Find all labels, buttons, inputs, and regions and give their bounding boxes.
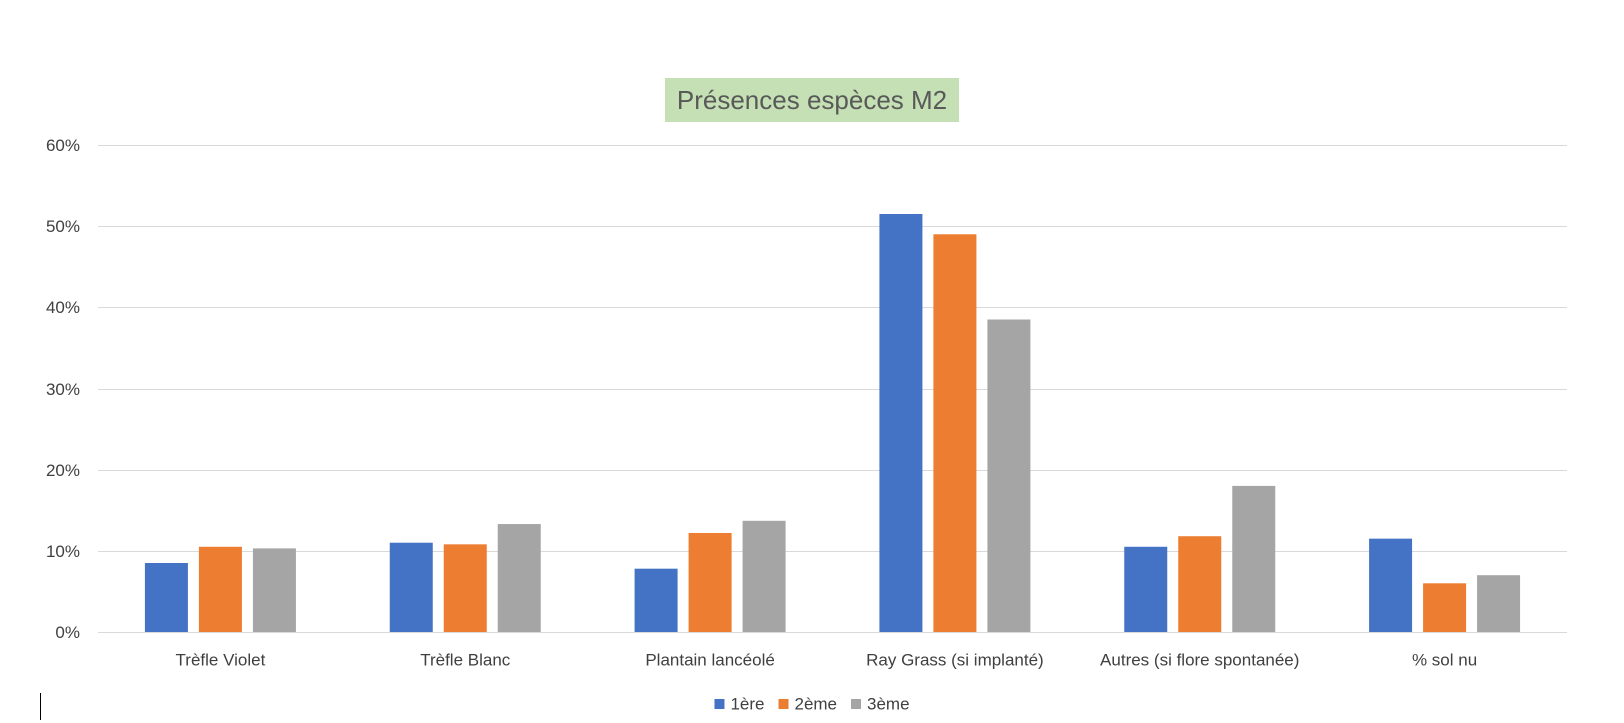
x-category-label: % sol nu [1412,651,1477,670]
y-tick-label: 30% [46,380,80,399]
bar-1 [1124,546,1168,632]
legend-swatch [851,699,862,709]
bar-2 [1178,536,1222,632]
y-tick-label: 20% [46,461,80,480]
legend-item-1: 1ère [714,695,764,714]
x-category-label: Ray Grass (si implanté) [866,651,1044,670]
bar-1 [634,568,678,632]
bar-2 [443,544,487,632]
x-category-label: Autres (si flore spontanée) [1100,651,1299,670]
x-category-label: Plantain lancéolé [645,651,774,670]
bar-3 [1232,485,1276,632]
chart-title-text: Présences espèces M2 [677,85,947,115]
bar-2 [688,532,732,632]
x-category-label: Trèfle Blanc [420,651,511,670]
legend-item-2: 2ème [778,695,837,714]
legend-swatch [778,699,789,709]
y-axis-tick-labels: 0% 10% 20% 30% 40% 50% 60% [46,136,80,642]
bar-2 [933,234,977,633]
bars [144,213,1521,633]
bar-2 [198,546,242,632]
x-category-label: Trèfle Violet [176,651,266,670]
gridlines [98,145,1567,633]
bar-3 [987,319,1031,632]
bar-2 [1423,583,1467,632]
bar-1 [389,542,433,632]
y-tick-label: 60% [46,136,80,155]
y-tick-label: 50% [46,217,80,236]
y-tick-label: 0% [55,623,80,642]
legend-label: 3ème [867,695,910,714]
legend: 1ère 2ème 3ème [714,695,910,714]
bar-1 [879,213,923,632]
legend-swatch [714,699,725,709]
bar-3 [1477,575,1521,632]
y-tick-label: 10% [46,542,80,561]
bar-1 [1369,538,1413,632]
bar-3 [252,548,296,632]
x-axis-category-labels: Trèfle Violet Trèfle Blanc Plantain lancéo… [176,651,1478,670]
legend-label: 1ère [730,695,764,714]
legend-label: 2ème [794,695,837,714]
bar-3 [742,520,786,632]
chart-title-background [665,78,959,122]
chart-title: Présences espèces M2 [665,78,959,122]
legend-item-3: 3ème [851,695,910,714]
bar-3 [497,524,541,632]
bar-1 [144,563,188,632]
y-tick-label: 40% [46,298,80,317]
